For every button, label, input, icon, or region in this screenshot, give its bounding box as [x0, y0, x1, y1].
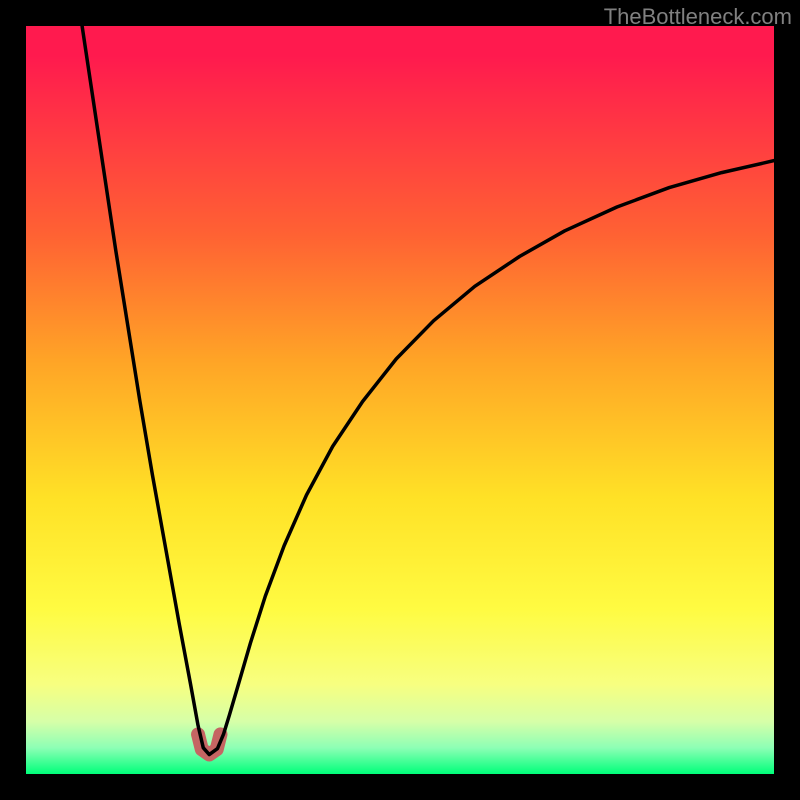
chart-svg: [0, 0, 800, 800]
figure-root: TheBottleneck.com: [0, 0, 800, 800]
